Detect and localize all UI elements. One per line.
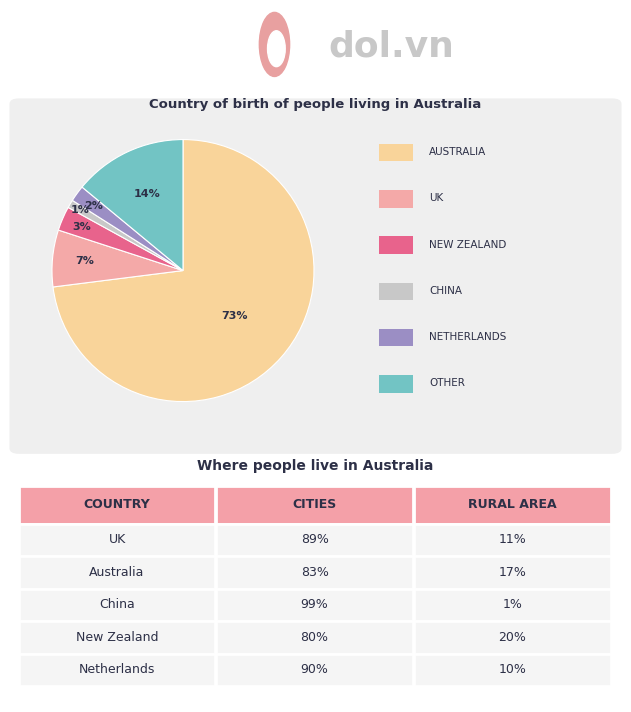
- Text: 17%: 17%: [498, 566, 526, 579]
- Wedge shape: [53, 140, 314, 402]
- Ellipse shape: [268, 31, 285, 67]
- Text: 14%: 14%: [133, 189, 160, 199]
- Text: NETHERLANDS: NETHERLANDS: [429, 333, 507, 342]
- FancyBboxPatch shape: [216, 654, 413, 686]
- Text: 11%: 11%: [498, 533, 526, 546]
- FancyBboxPatch shape: [414, 523, 611, 556]
- Text: AUSTRALIA: AUSTRALIA: [429, 147, 487, 157]
- FancyBboxPatch shape: [414, 556, 611, 589]
- FancyBboxPatch shape: [216, 486, 413, 523]
- Text: 83%: 83%: [300, 566, 329, 579]
- Text: 1%: 1%: [71, 205, 90, 215]
- Text: CITIES: CITIES: [292, 498, 337, 511]
- FancyBboxPatch shape: [379, 375, 413, 392]
- Text: 7%: 7%: [76, 256, 95, 266]
- FancyBboxPatch shape: [379, 190, 413, 207]
- FancyBboxPatch shape: [379, 236, 413, 253]
- Text: dol.vn: dol.vn: [328, 30, 454, 64]
- Text: New Zealand: New Zealand: [76, 631, 158, 644]
- FancyBboxPatch shape: [9, 98, 622, 454]
- FancyBboxPatch shape: [414, 621, 611, 654]
- FancyBboxPatch shape: [414, 589, 611, 621]
- Text: 99%: 99%: [301, 598, 329, 612]
- FancyBboxPatch shape: [379, 283, 413, 300]
- Text: Netherlands: Netherlands: [79, 664, 155, 676]
- Text: 1%: 1%: [502, 598, 522, 612]
- FancyBboxPatch shape: [19, 486, 215, 523]
- Text: 73%: 73%: [221, 310, 247, 320]
- Text: 10%: 10%: [498, 664, 526, 676]
- Text: 2%: 2%: [85, 201, 103, 211]
- Wedge shape: [59, 207, 183, 271]
- FancyBboxPatch shape: [19, 556, 215, 589]
- Text: CHINA: CHINA: [429, 286, 462, 296]
- Text: 89%: 89%: [300, 533, 329, 546]
- Wedge shape: [73, 187, 183, 271]
- FancyBboxPatch shape: [19, 589, 215, 621]
- Text: COUNTRY: COUNTRY: [84, 498, 150, 511]
- FancyBboxPatch shape: [216, 523, 413, 556]
- Text: 90%: 90%: [300, 664, 329, 676]
- Wedge shape: [82, 140, 183, 271]
- Text: Where people live in Australia: Where people live in Australia: [198, 459, 433, 473]
- Text: 3%: 3%: [73, 222, 91, 232]
- Text: UK: UK: [109, 533, 126, 546]
- FancyBboxPatch shape: [19, 654, 215, 686]
- Text: 80%: 80%: [300, 631, 329, 644]
- Ellipse shape: [259, 12, 290, 76]
- Text: China: China: [99, 598, 135, 612]
- Text: OTHER: OTHER: [429, 379, 465, 389]
- Text: RURAL AREA: RURAL AREA: [468, 498, 557, 511]
- Text: NEW ZEALAND: NEW ZEALAND: [429, 240, 507, 250]
- Text: 20%: 20%: [498, 631, 526, 644]
- FancyBboxPatch shape: [216, 556, 413, 589]
- Text: Australia: Australia: [90, 566, 144, 579]
- Text: Country of birth of people living in Australia: Country of birth of people living in Aus…: [150, 98, 481, 111]
- FancyBboxPatch shape: [19, 621, 215, 654]
- FancyBboxPatch shape: [216, 621, 413, 654]
- Wedge shape: [52, 230, 183, 287]
- Text: UK: UK: [429, 194, 444, 204]
- Wedge shape: [68, 200, 183, 271]
- FancyBboxPatch shape: [414, 486, 611, 523]
- FancyBboxPatch shape: [379, 144, 413, 161]
- FancyBboxPatch shape: [379, 329, 413, 346]
- FancyBboxPatch shape: [216, 589, 413, 621]
- FancyBboxPatch shape: [19, 523, 215, 556]
- FancyBboxPatch shape: [414, 654, 611, 686]
